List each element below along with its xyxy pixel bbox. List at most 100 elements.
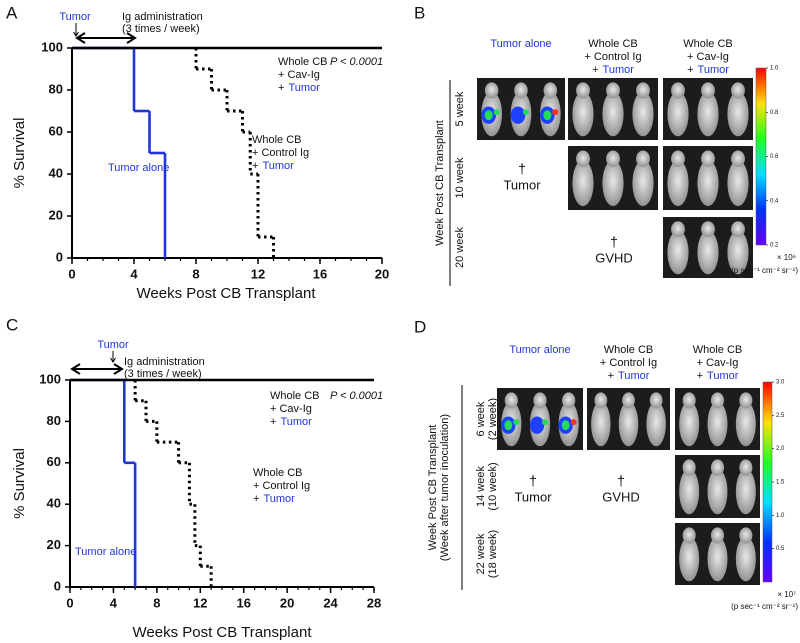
mouse-body <box>618 401 639 447</box>
series-label-part: + Control Ig <box>253 480 310 492</box>
series-label: + Tumor <box>278 82 320 94</box>
series-label-part: Tumor <box>262 160 294 172</box>
p-value: P < 0.0001 <box>330 390 383 402</box>
mouse-body <box>707 536 728 582</box>
death-cause: GVHD <box>602 489 640 504</box>
mouse-body <box>602 160 624 207</box>
mouse-head <box>671 221 685 238</box>
y-tick-label: 60 <box>49 123 63 138</box>
mouse-head <box>682 459 696 476</box>
column-header-part: Whole CB <box>604 344 654 356</box>
colorbar-tick-label: 0.4 <box>770 198 779 204</box>
column-header-part: Tumor alone <box>490 38 551 50</box>
y-tick-label: 0 <box>54 578 61 593</box>
x-tick-label: 16 <box>313 266 327 281</box>
death-cause: GVHD <box>595 250 633 265</box>
series-label-part: + <box>278 82 284 94</box>
mouse-head <box>701 221 715 238</box>
colorbar-tick-label: 3.0 <box>776 380 785 386</box>
column-header-part: + <box>592 64 598 76</box>
series-label: + Control Ig <box>252 147 309 159</box>
column-header-part: Whole CB <box>693 344 743 356</box>
tumor-signal <box>504 420 513 431</box>
colorbar-tick-label: 1.0 <box>776 513 785 519</box>
series-label: + Tumor <box>253 493 295 505</box>
column-header-part: + Cav-Ig <box>697 357 739 369</box>
series-label: Whole CB <box>270 390 320 402</box>
mouse-body <box>707 401 728 447</box>
death-symbol: † <box>518 161 526 177</box>
y-tick-label: 40 <box>49 165 63 180</box>
mouse-body <box>667 160 689 207</box>
mouse-head <box>543 82 558 99</box>
mouse-head <box>710 459 725 476</box>
tumor-signal <box>570 419 577 426</box>
mouse-head <box>576 150 590 168</box>
x-tick-label: 28 <box>367 595 381 610</box>
mouse-head <box>562 392 576 409</box>
colorbar <box>762 381 773 583</box>
mouse-body <box>735 468 756 515</box>
mouse-body <box>667 230 689 275</box>
death-symbol: † <box>529 473 537 489</box>
tumor-signal <box>484 110 493 121</box>
x-tick-label: 20 <box>280 595 294 610</box>
mouse-head <box>594 392 608 409</box>
y-tick-label: 80 <box>49 81 63 96</box>
mouse-head <box>606 82 620 99</box>
column-header-part: Tumor <box>618 370 650 382</box>
mouse-head <box>622 392 635 409</box>
series-label-part: Whole CB <box>252 134 302 146</box>
ig-arrow-heads <box>75 32 137 44</box>
mouse-head <box>731 221 745 238</box>
series-label: + Cav-Ig <box>278 69 320 81</box>
colorbar-tick-label: 1.5 <box>776 480 785 486</box>
row-label: (10 week) <box>487 462 499 510</box>
series-label: + Tumor <box>252 160 294 172</box>
series-label-part: + Control Ig <box>252 147 309 159</box>
death-symbol: † <box>617 473 625 489</box>
x-tick-label: 24 <box>323 595 338 610</box>
mouse-head <box>576 82 590 99</box>
mouse-head <box>739 459 753 476</box>
x-tick-label: 0 <box>68 266 75 281</box>
ig-arrow-heads <box>70 363 124 375</box>
mouse-head <box>731 82 745 99</box>
column-header: + Tumor <box>697 370 739 382</box>
column-header: + Tumor <box>687 64 729 76</box>
row-label: 20 week <box>454 227 466 268</box>
mouse-head <box>701 82 715 99</box>
series-label-part: Whole CB <box>253 467 303 479</box>
colorbar-tick-label: 0.5 <box>776 546 785 552</box>
colorbar-multiplier: × 10⁷ <box>777 590 796 599</box>
ig-annotation: (3 times / week) <box>122 23 200 35</box>
x-tick-label: 12 <box>251 266 265 281</box>
mouse-head <box>514 82 528 99</box>
mouse-body <box>679 536 700 582</box>
y-tick-label: 20 <box>49 207 63 222</box>
mouse-body <box>679 401 700 447</box>
column-header-part: Tumor <box>707 370 739 382</box>
column-header-part: + <box>697 370 703 382</box>
series-label: + Tumor <box>270 416 312 428</box>
column-header: Whole CB <box>693 344 743 356</box>
column-header-part: Tumor <box>698 64 730 76</box>
colorbar <box>755 67 767 246</box>
mouse-head <box>636 150 650 168</box>
series-label-part: + Cav-Ig <box>270 403 312 415</box>
ig-annotation: Ig administration <box>122 11 203 23</box>
series-label: + Control Ig <box>253 480 310 492</box>
x-tick-label: 4 <box>130 266 138 281</box>
colorbar-units: (p sec⁻¹ cm⁻² sr⁻¹) <box>731 602 798 611</box>
panel-letter: A <box>6 3 18 22</box>
tumor-arrow-head <box>73 31 79 37</box>
mouse-body <box>727 160 749 207</box>
column-header: Tumor alone <box>509 344 570 356</box>
y-tick-label: 0 <box>56 249 63 264</box>
colorbar-units: (p sec⁻¹ cm⁻² sr⁻¹) <box>731 266 798 275</box>
x-tick-label: 12 <box>193 595 207 610</box>
x-tick-label: 16 <box>236 595 250 610</box>
column-header-part: Tumor <box>603 64 635 76</box>
column-header: + Tumor <box>592 64 634 76</box>
